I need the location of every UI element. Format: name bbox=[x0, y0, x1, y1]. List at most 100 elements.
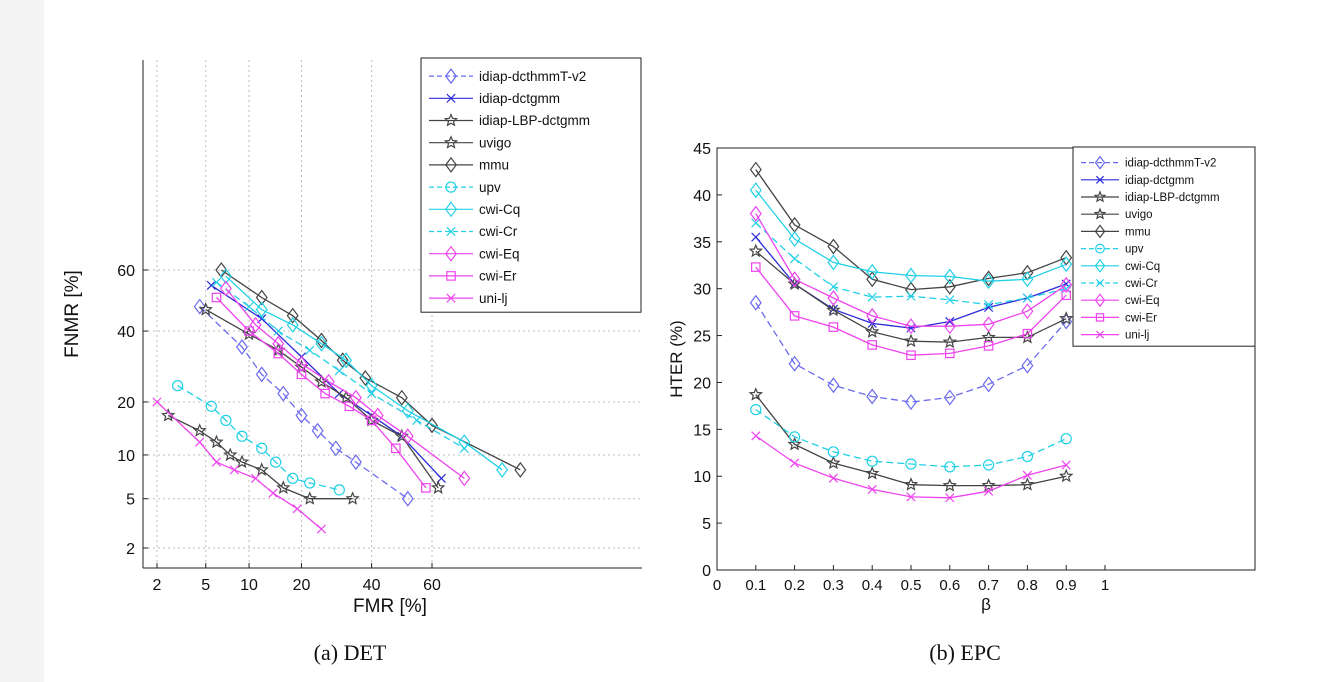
epc-legend-marker-x bbox=[1095, 330, 1105, 339]
det-point bbox=[395, 389, 408, 406]
det-x-tick-label: 20 bbox=[293, 577, 311, 594]
det-point bbox=[236, 430, 248, 442]
epc-y-tick-label: 40 bbox=[693, 188, 711, 205]
det-point bbox=[338, 390, 354, 404]
epc-series-cwi-Eq bbox=[749, 205, 1073, 335]
det-legend-label: cwi-Eq bbox=[479, 246, 520, 261]
epc-point bbox=[866, 271, 879, 288]
epc-point bbox=[981, 329, 996, 344]
epc-point bbox=[827, 377, 840, 394]
epc-point bbox=[1060, 433, 1072, 445]
det-point bbox=[401, 490, 414, 507]
epc-series-cwi-Cq bbox=[749, 182, 1073, 290]
epc-point bbox=[827, 446, 840, 458]
epc-legend-marker-circle bbox=[1095, 243, 1105, 254]
epc-legend-marker-diamond bbox=[1094, 258, 1106, 273]
epc-point bbox=[982, 273, 995, 290]
epc-legend-label: upv bbox=[1125, 244, 1144, 256]
epc-point bbox=[905, 267, 917, 284]
epc-point bbox=[905, 318, 917, 335]
epc-legend-label: cwi-Cq bbox=[1125, 261, 1160, 273]
det-point bbox=[311, 422, 324, 439]
det-point bbox=[254, 462, 269, 476]
epc-x-tick-label: 0.1 bbox=[745, 577, 766, 594]
epc-series-line bbox=[755, 213, 1067, 327]
det-series-line bbox=[216, 297, 427, 489]
det-legend-marker-diamond bbox=[445, 245, 457, 262]
det-point bbox=[305, 345, 315, 355]
epc-point bbox=[826, 302, 841, 317]
left-margin-strip bbox=[0, 0, 44, 682]
epc-point bbox=[1021, 271, 1034, 288]
epc-point bbox=[943, 268, 956, 285]
epc-point bbox=[906, 291, 916, 301]
det-series-line bbox=[216, 281, 465, 449]
det-point bbox=[198, 302, 213, 316]
epc-legend-label: idiap-dctgmm bbox=[1125, 175, 1194, 187]
epc-legend-label: uvigo bbox=[1125, 209, 1153, 221]
det-point bbox=[193, 298, 206, 315]
epc-point bbox=[827, 290, 840, 307]
det-point bbox=[205, 400, 217, 412]
epc-point bbox=[982, 459, 995, 471]
det-legend-label: cwi-Er bbox=[479, 269, 517, 284]
det-point bbox=[459, 443, 469, 453]
epc-legend-marker-star bbox=[1093, 190, 1107, 203]
det-point bbox=[250, 473, 261, 483]
det-legend-marker-x bbox=[446, 293, 456, 303]
epc-point bbox=[983, 486, 994, 496]
det-legend-marker-diamond bbox=[445, 156, 457, 173]
epc-point bbox=[751, 232, 761, 242]
det-legend-marker-diamond bbox=[445, 201, 457, 218]
det-series-line bbox=[177, 385, 340, 491]
det-y-tick-label: 2 bbox=[126, 541, 135, 558]
det-point bbox=[255, 289, 268, 306]
det-point bbox=[287, 472, 299, 484]
det-point bbox=[234, 454, 250, 469]
det-point bbox=[209, 434, 224, 449]
epc-point bbox=[749, 294, 762, 311]
det-point bbox=[272, 335, 285, 352]
det-point bbox=[268, 488, 278, 498]
det-point bbox=[436, 473, 446, 483]
det-point bbox=[220, 414, 232, 426]
epc-legend-marker-x bbox=[1095, 278, 1105, 288]
epc-point bbox=[942, 334, 958, 349]
det-legend-label: cwi-Cq bbox=[479, 202, 520, 217]
det-series-uni-lj bbox=[152, 397, 327, 534]
epc-point bbox=[1061, 290, 1071, 301]
epc-point bbox=[749, 205, 762, 222]
epc-y-tick-label: 30 bbox=[693, 282, 711, 299]
epc-point bbox=[828, 322, 839, 332]
det-point bbox=[344, 401, 355, 412]
det-point bbox=[302, 491, 317, 505]
det-point bbox=[244, 326, 254, 336]
epc-point bbox=[982, 316, 995, 333]
det-point bbox=[273, 326, 283, 336]
det-point bbox=[304, 477, 316, 489]
epc-point bbox=[826, 455, 841, 470]
epc-series-line bbox=[755, 169, 1067, 291]
det-legend-label: idiap-dcthmmT-v2 bbox=[479, 69, 586, 84]
epc-y-tick-label: 25 bbox=[693, 329, 711, 346]
epc-legend-marker-x bbox=[1095, 175, 1105, 184]
epc-point bbox=[945, 493, 955, 503]
epc-point bbox=[1058, 468, 1074, 483]
det-y-tick-label: 40 bbox=[117, 324, 135, 341]
epc-y-tick-label: 35 bbox=[693, 235, 711, 252]
epc-point bbox=[1021, 450, 1034, 463]
det-point bbox=[219, 280, 232, 297]
epc-series-line bbox=[755, 222, 1067, 306]
det-series-cwi-Er bbox=[211, 292, 431, 493]
epc-series-mmu bbox=[749, 161, 1073, 298]
det-point bbox=[255, 366, 268, 383]
epc-plot-frame bbox=[716, 147, 1256, 571]
det-point bbox=[366, 388, 377, 399]
epc-point bbox=[751, 431, 761, 441]
det-point bbox=[273, 348, 284, 359]
epc-legend-marker-star bbox=[1093, 207, 1107, 220]
det-point bbox=[320, 388, 330, 399]
det-series-cwi-Cq bbox=[219, 268, 509, 478]
epc-y-tick-label: 15 bbox=[693, 422, 711, 439]
epc-point bbox=[1022, 470, 1033, 480]
